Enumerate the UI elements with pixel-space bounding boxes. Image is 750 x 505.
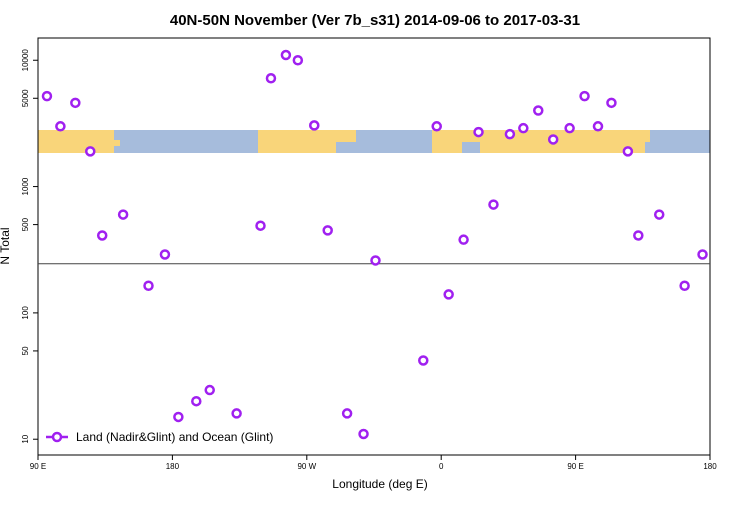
point	[143, 280, 154, 292]
point	[280, 49, 292, 61]
chart-title: 40N-50N November (Ver 7b_s31) 2014-09-06…	[170, 12, 580, 29]
map-band	[38, 130, 710, 153]
point	[85, 146, 96, 157]
point	[473, 126, 484, 138]
point	[504, 128, 516, 140]
x-axis-label: Longitude (deg E)	[332, 477, 427, 491]
point	[431, 121, 442, 132]
point	[70, 97, 81, 109]
plot-frame	[37, 37, 711, 456]
y-tick-label: 5000	[21, 89, 30, 107]
point	[592, 121, 604, 132]
point	[191, 395, 202, 407]
point	[292, 54, 304, 66]
point	[679, 280, 690, 292]
x-tick-label: 90 W	[297, 462, 316, 471]
point	[488, 199, 499, 210]
point	[173, 411, 184, 423]
y-tick-label: 10000	[21, 49, 30, 72]
point	[159, 249, 171, 260]
y-tick-label: 500	[21, 217, 30, 231]
legend-marker	[51, 431, 63, 443]
x-tick-label: 90 E	[567, 462, 583, 471]
point	[255, 220, 266, 231]
point	[418, 355, 429, 366]
point	[322, 225, 333, 236]
point	[622, 146, 634, 157]
point	[117, 209, 129, 220]
y-tick-label: 10	[21, 434, 30, 443]
point	[370, 255, 381, 266]
legend-label: Land (Nadir&Glint) and Ocean (Glint)	[76, 430, 273, 444]
y-tick-label: 50	[21, 346, 30, 355]
point	[341, 408, 353, 419]
x-tick-label: 180	[703, 462, 717, 471]
point	[96, 230, 108, 241]
y-tick-label: 100	[21, 306, 30, 320]
y-axis-label: N Total	[0, 227, 12, 264]
point	[204, 384, 215, 396]
point	[579, 90, 590, 102]
point	[41, 90, 53, 102]
point	[606, 97, 617, 109]
point	[533, 105, 544, 116]
point	[633, 230, 644, 241]
x-tick-label: 0	[439, 462, 444, 471]
point	[547, 134, 559, 145]
point	[309, 120, 320, 131]
point	[697, 249, 708, 260]
point	[231, 408, 242, 419]
point	[55, 121, 66, 132]
y-tick-label: 1000	[21, 177, 30, 195]
point	[518, 122, 529, 134]
x-tick-label: 90 E	[30, 462, 46, 471]
point	[443, 289, 454, 300]
point	[265, 73, 277, 84]
x-tick-label: 180	[166, 462, 180, 471]
point	[458, 234, 469, 245]
point	[358, 428, 369, 440]
point	[653, 209, 665, 220]
point	[564, 122, 575, 134]
